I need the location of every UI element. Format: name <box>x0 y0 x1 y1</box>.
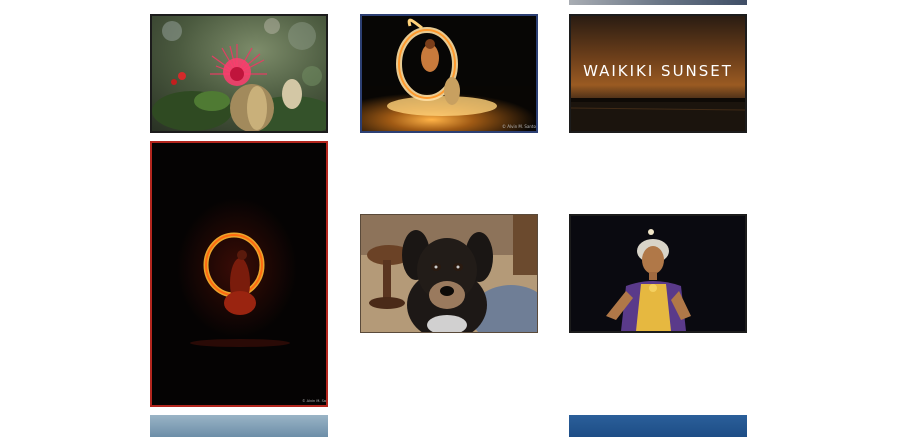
photo-tile-partial-bottom-right[interactable] <box>569 415 747 437</box>
photo-tile-flower[interactable] <box>150 14 328 133</box>
photo-tile-partial-top[interactable] <box>569 0 747 5</box>
sunset-photo <box>571 16 745 131</box>
photo-tile-dog[interactable] <box>360 214 538 333</box>
fire-dancer-photo: © Alvin M. Santos <box>362 16 536 131</box>
fire-hoop-photo: © Alvin M. Santos <box>152 143 326 405</box>
photo-credit: © Alvin M. Santos <box>502 124 536 129</box>
photo-tile-waikiki-sunset[interactable]: WAIKIKI SUNSET <box>569 14 747 133</box>
photo-tile-fire-dancer-hoop[interactable]: © Alvin M. Santos <box>150 141 328 407</box>
photo-tile-dancer[interactable] <box>569 214 747 333</box>
photo-tile-partial-bottom-left[interactable] <box>150 415 328 437</box>
photo-tile-fire-dancer-beach[interactable]: © Alvin M. Santos <box>360 14 538 133</box>
dog-photo <box>361 215 537 332</box>
dancer-photo <box>571 216 745 331</box>
photo-credit: © Alvin M. Santos <box>302 399 326 403</box>
photo-caption: WAIKIKI SUNSET <box>583 62 733 80</box>
flower-photo <box>152 16 326 131</box>
